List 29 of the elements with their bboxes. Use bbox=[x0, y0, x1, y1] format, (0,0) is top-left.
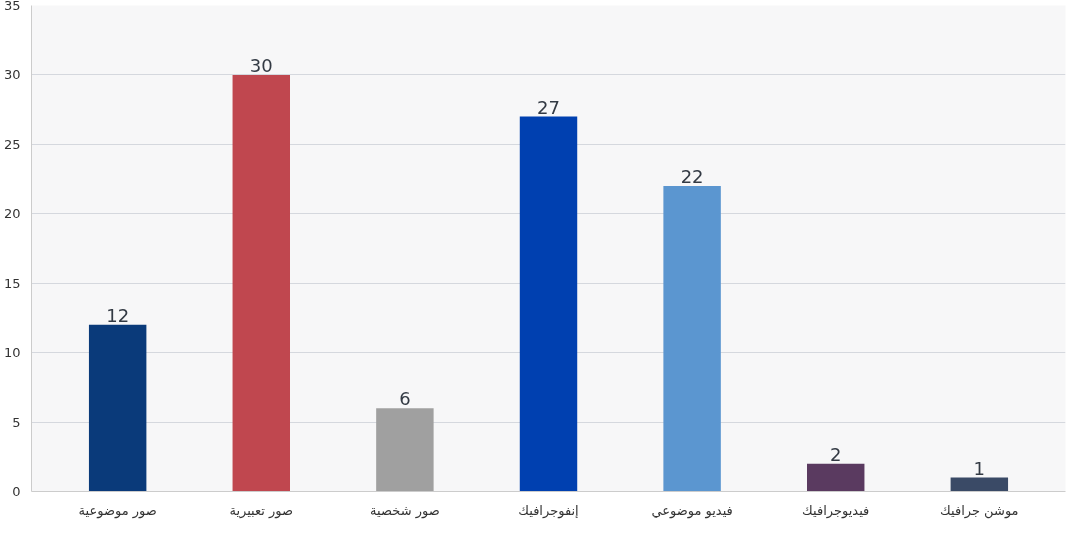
y-tick-label: 35 bbox=[3, 0, 21, 13]
y-tick-label: 0 bbox=[12, 484, 21, 499]
y-tick-label: 20 bbox=[3, 206, 21, 222]
data-label: 12 bbox=[106, 304, 130, 326]
bar bbox=[88, 324, 147, 492]
y-tick-label: 25 bbox=[3, 136, 21, 152]
y-tick-label: 5 bbox=[12, 414, 21, 430]
bar bbox=[376, 408, 434, 492]
x-tick-label: موشن جرافيك bbox=[940, 502, 1019, 519]
x-tick-label: صور موضوعية bbox=[78, 502, 157, 519]
bar bbox=[232, 74, 290, 492]
y-tick-label: 10 bbox=[3, 345, 21, 361]
data-label: 27 bbox=[537, 96, 560, 118]
data-label: 1 bbox=[973, 457, 986, 479]
data-label: 2 bbox=[830, 443, 842, 465]
bar bbox=[950, 477, 1009, 492]
y-tick-label: 15 bbox=[3, 275, 21, 291]
x-tick-label: فيديوجرافيك bbox=[802, 502, 870, 519]
x-tick-label: فيديو موضوعي bbox=[651, 502, 733, 519]
data-label: 22 bbox=[680, 166, 704, 188]
data-label: 30 bbox=[249, 54, 273, 76]
x-tick-label: إنفوجرافيك bbox=[518, 502, 579, 519]
bar bbox=[807, 463, 865, 492]
x-tick-label: صور شخصية bbox=[370, 502, 440, 519]
x-tick-label: صور تعبيرية bbox=[229, 502, 294, 519]
bar bbox=[663, 186, 721, 492]
bar bbox=[519, 116, 578, 492]
data-label: 6 bbox=[399, 388, 411, 410]
y-tick-label: 30 bbox=[3, 67, 21, 83]
